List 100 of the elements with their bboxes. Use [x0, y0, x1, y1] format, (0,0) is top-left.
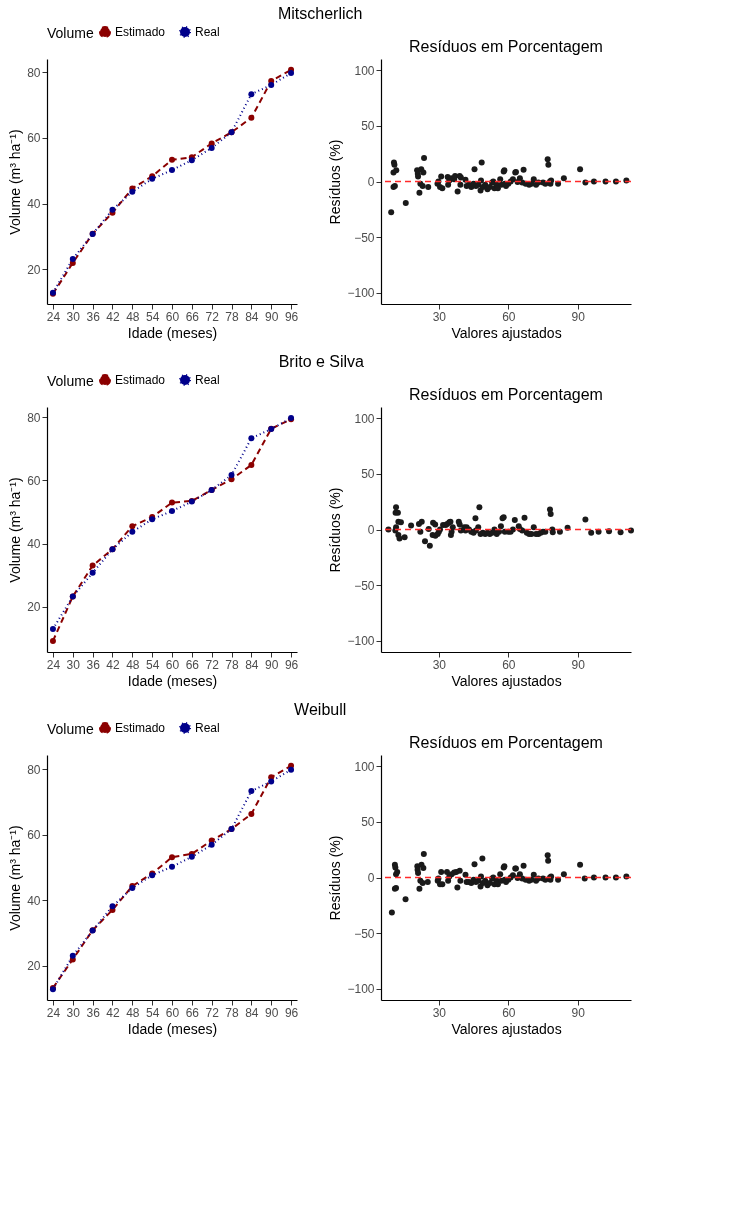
x-tick-label: 90 [571, 1005, 586, 1020]
x-tick-label: 54 [145, 657, 160, 672]
x-tick-label: 96 [284, 309, 299, 324]
x-tick-label: 84 [245, 1005, 259, 1020]
x-tick-label: 30 [432, 657, 447, 672]
y-tick-label: −100 [347, 634, 375, 649]
y-tick-label: 80 [27, 65, 41, 80]
y-tick-label: 80 [27, 410, 41, 425]
legend-title: Volume [47, 25, 94, 41]
x-tick-label: 78 [225, 657, 240, 672]
x-tick-label: 72 [205, 1005, 220, 1020]
y-tick-label: 50 [361, 467, 375, 482]
legend-label: Real [195, 373, 220, 387]
y-tick-label: 50 [361, 815, 375, 830]
x-tick-label: 36 [86, 1005, 101, 1020]
x-axis-title: Valores ajustados [451, 672, 562, 689]
x-tick-label: 60 [165, 309, 180, 324]
legend-label: Real [195, 25, 220, 39]
x-tick-label: 24 [46, 309, 61, 324]
x-axis-title: Idade (meses) [127, 1020, 218, 1037]
x-tick-label: 78 [225, 309, 240, 324]
y-tick-label: 40 [27, 197, 41, 211]
x-tick-label: 90 [265, 309, 279, 324]
x-tick-label: 30 [66, 1005, 81, 1020]
x-axis-title: Idade (meses) [127, 672, 218, 689]
y-tick-label: −100 [347, 982, 375, 997]
x-tick-label: 30 [432, 1005, 447, 1020]
y-axis-title: Volume (m³ ha⁻¹) [7, 825, 24, 931]
x-tick-label: 78 [225, 1005, 240, 1020]
y-tick-label: 20 [27, 959, 41, 974]
x-tick-label: 90 [265, 657, 279, 672]
x-tick-label: 30 [66, 309, 81, 324]
y-tick-label: −50 [354, 578, 375, 593]
x-tick-label: 60 [502, 309, 516, 324]
y-tick-label: 100 [354, 411, 375, 426]
legend-label: Estimado [115, 373, 166, 387]
x-tick-label: 84 [245, 657, 259, 672]
x-tick-label: 48 [126, 309, 140, 324]
x-tick-label: 42 [106, 657, 120, 672]
x-tick-label: 60 [502, 1005, 516, 1020]
x-tick-label: 30 [432, 309, 447, 324]
legend-label: Estimado [115, 25, 166, 39]
x-tick-label: 72 [205, 657, 220, 672]
y-tick-label: 60 [27, 828, 41, 843]
x-tick-label: 48 [126, 657, 140, 672]
x-tick-label: 42 [106, 1005, 120, 1020]
legend-title: Volume [47, 721, 94, 737]
legend-title: Volume [47, 373, 94, 389]
legend-label: Real [195, 721, 220, 735]
y-tick-label: 100 [354, 63, 375, 78]
y-tick-label: 100 [354, 759, 375, 774]
x-tick-label: 66 [185, 309, 200, 324]
y-tick-label: 60 [27, 131, 41, 146]
x-axis-title: Idade (meses) [127, 324, 218, 341]
y-axis-title: Resíduos (%) [327, 835, 344, 921]
chart-title: Brito e Silva [278, 353, 365, 370]
y-tick-label: −50 [354, 230, 375, 245]
x-tick-label: 54 [145, 309, 160, 324]
x-tick-label: 36 [86, 309, 101, 324]
y-tick-label: 40 [27, 537, 41, 552]
x-tick-label: 66 [185, 657, 200, 672]
y-tick-label: 0 [367, 175, 375, 189]
chart-title: Resíduos em Porcentagem [409, 38, 603, 55]
chart-title: Mitscherlich [277, 5, 363, 22]
y-tick-label: 60 [27, 473, 41, 488]
y-tick-label: −50 [354, 926, 375, 941]
y-axis-title: Volume (m³ ha⁻¹) [7, 477, 24, 583]
y-axis-title: Resíduos (%) [327, 139, 344, 225]
x-tick-label: 96 [284, 1005, 299, 1020]
y-tick-label: 80 [27, 762, 41, 777]
chart-title: Resíduos em Porcentagem [409, 734, 603, 751]
y-tick-label: −100 [347, 286, 375, 301]
x-tick-label: 48 [126, 1005, 140, 1020]
x-axis-title: Valores ajustados [451, 1020, 562, 1037]
x-tick-label: 66 [185, 1005, 200, 1020]
x-tick-label: 90 [571, 309, 586, 324]
x-axis-title: Valores ajustados [451, 324, 562, 341]
y-tick-label: 50 [361, 119, 375, 134]
y-axis-title: Volume (m³ ha⁻¹) [7, 129, 24, 235]
x-tick-label: 30 [66, 657, 81, 672]
y-tick-label: 0 [367, 523, 375, 537]
legend-label: Estimado [115, 721, 166, 735]
x-tick-label: 90 [571, 657, 586, 672]
x-tick-label: 96 [284, 657, 299, 672]
x-tick-label: 84 [245, 309, 259, 324]
y-tick-label: 40 [27, 893, 41, 908]
x-tick-label: 90 [265, 1005, 279, 1020]
y-axis-title: Resíduos (%) [327, 487, 344, 573]
x-tick-label: 54 [145, 1005, 160, 1020]
x-tick-label: 60 [165, 1005, 180, 1020]
x-tick-label: 60 [502, 657, 516, 672]
chart-title: Resíduos em Porcentagem [409, 386, 603, 403]
y-tick-label: 20 [27, 262, 41, 277]
chart-title: Weibull [294, 701, 347, 718]
x-tick-label: 24 [46, 657, 61, 672]
y-tick-label: 0 [367, 871, 375, 885]
x-tick-label: 36 [86, 657, 101, 672]
x-tick-label: 60 [165, 657, 180, 672]
y-tick-label: 20 [27, 600, 41, 615]
x-tick-label: 72 [205, 309, 220, 324]
